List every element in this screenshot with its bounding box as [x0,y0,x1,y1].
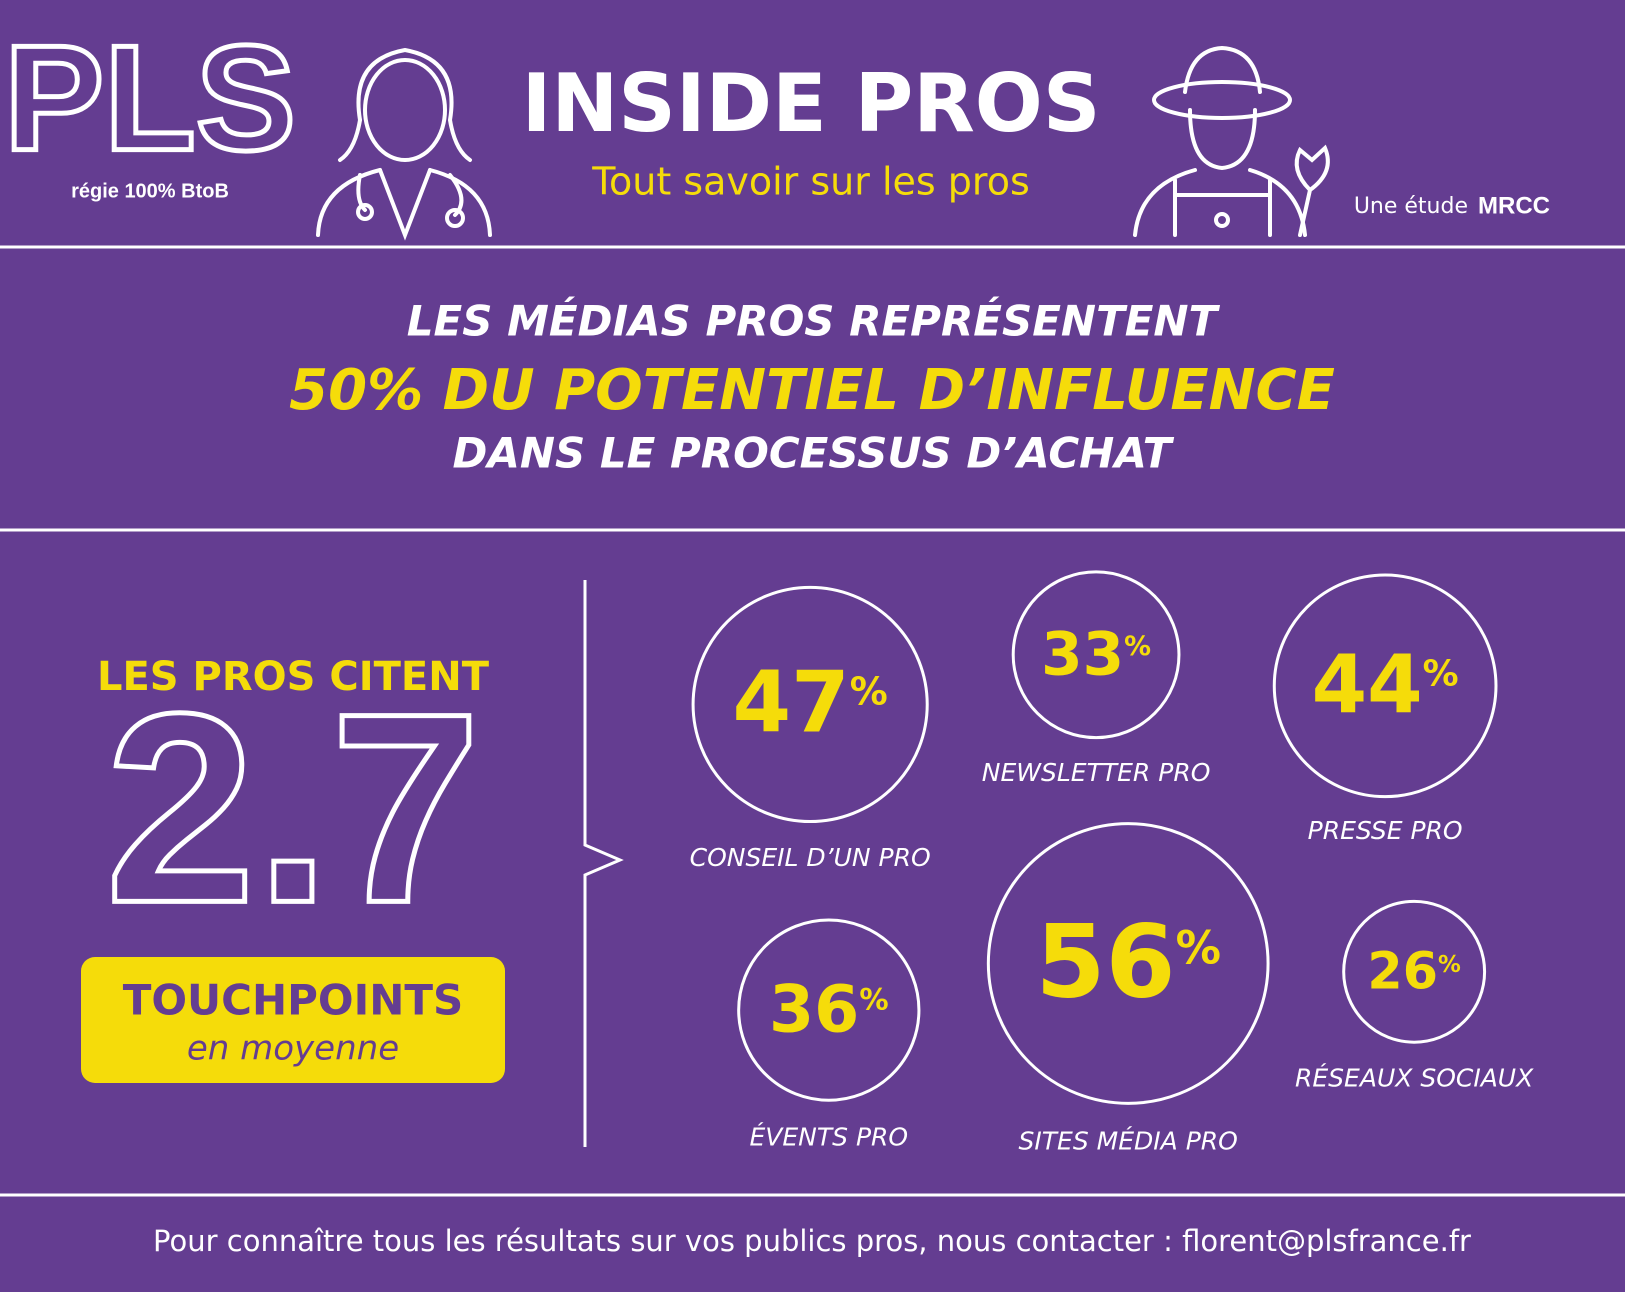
study-prefix: Une étude [1354,194,1468,219]
touchpoint-number: 56 [1035,903,1175,1020]
dividers [0,245,1625,1197]
touchpoint-circle [1272,573,1498,799]
summary-number: 2.7 [105,658,480,959]
touchpoint-unit: % [1423,653,1459,694]
touchpoint-label: RÉSEAUX SOCIAUX [1295,1064,1534,1093]
touchpoint-circle [737,918,921,1102]
touchpoint-value: 47% [733,654,888,752]
touchpoint-label: ÉVENTS PRO [749,1123,908,1152]
summary-unit: TOUCHPOINTS [123,976,464,1025]
doctor-icon [316,47,492,241]
touchpoint-circle [986,822,1270,1105]
touchpoint-number: 47 [733,654,850,752]
subtitle: Tout savoir sur les pros [591,160,1030,204]
touchpoint-circle [1342,899,1487,1044]
study-brand: MRCC [1478,192,1550,219]
headline-highlight: 50% DU POTENTIEL D’INFLUENCE [289,358,1335,423]
title: INSIDE PROS [522,57,1101,150]
touchpoint-number: 26 [1367,941,1438,1000]
touchpoint-unit: % [850,669,888,713]
touchpoint-unit: % [859,983,888,1017]
touchpoint-label: SITES MÉDIA PRO [1019,1127,1238,1156]
touchpoint-unit: % [1438,952,1461,978]
touchpoint-circle [691,585,929,824]
touchpoint-number: 36 [769,972,859,1047]
touchpoint-value: 33% [1041,620,1151,689]
touchpoint-value: 36% [769,972,889,1047]
touchpoint-unit: % [1176,921,1221,974]
touchpoint-value: 56% [1035,903,1221,1020]
headline-line: DANS LE PROCESSUS D’ACHAT [453,429,1175,478]
touchpoint-number: 44 [1312,638,1423,731]
touchpoint-label: CONSEIL D’UN PRO [690,843,931,872]
touchpoint-label: NEWSLETTER PRO [982,758,1211,787]
logo: PLS [4,14,296,182]
touchpoint-value: 26% [1367,941,1461,1000]
touchpoint-label: PRESSE PRO [1308,816,1463,845]
touchpoint-circle [1011,570,1181,740]
summary-box [81,957,505,1083]
farmer-icon [1133,45,1330,237]
touchpoint-unit: % [1124,630,1151,661]
touchpoint-value: 44% [1312,638,1459,731]
summary-note: en moyenne [187,1029,399,1069]
logo-tagline: régie 100% BtoB [71,180,229,202]
brace [583,580,624,1147]
summary-intro: LES PROS CITENT [97,654,490,700]
touchpoint-number: 33 [1041,620,1124,689]
headline-line: LES MÉDIAS PROS REPRÉSENTENT [407,296,1221,346]
footer: Pour connaître tous les résultats sur vo… [153,1224,1471,1258]
